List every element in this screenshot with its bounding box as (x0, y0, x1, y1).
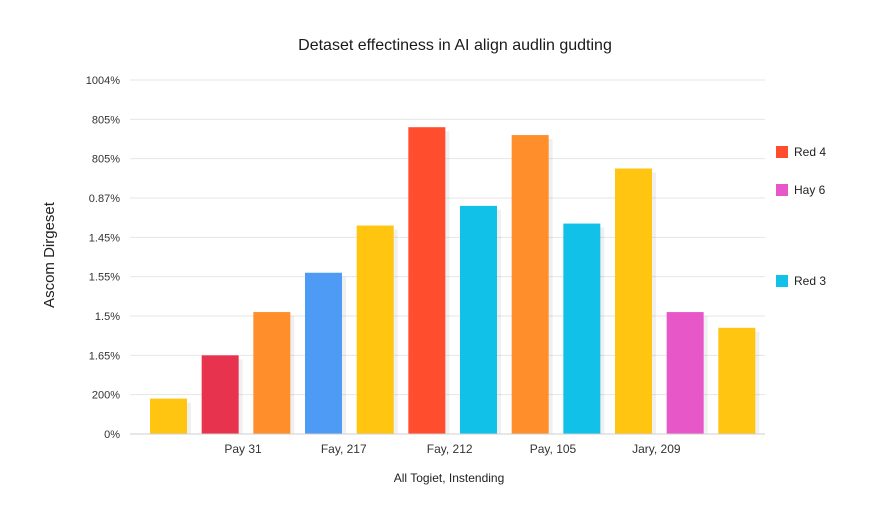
bar (718, 327, 756, 434)
legend-swatch (776, 146, 788, 158)
y-tick-label: 1.5% (95, 311, 120, 323)
x-category-label: Jary, 209 (632, 442, 681, 456)
bar (150, 398, 187, 434)
bar (666, 312, 704, 434)
y-tick-label: 0.87% (89, 193, 120, 205)
y-axis-ticks: 0% 200% 1.65% 1.5% 1.55% 1.45% 0.87% 805% 805% 10… (86, 75, 120, 441)
x-axis-title: All Togiet, Instending (394, 471, 505, 485)
bar (253, 312, 291, 434)
x-category-label: Pay 31 (224, 442, 262, 456)
x-axis-categories: Pay 31 Fay, 217 Fay, 212 Pay, 105 Jary, 209 (224, 442, 681, 456)
y-tick-label: 1.45% (89, 232, 120, 244)
y-tick-label: 1.65% (89, 350, 120, 362)
bar (408, 127, 446, 434)
bars (150, 127, 760, 435)
bar (201, 355, 239, 434)
y-tick-label: 805% (92, 154, 120, 166)
legend-swatch (776, 184, 788, 196)
y-tick-label: 200% (92, 390, 120, 402)
legend-label: Red 4 (794, 145, 826, 159)
y-tick-label: 0% (104, 429, 120, 441)
bar (356, 225, 394, 434)
y-tick-label: 1.55% (89, 272, 120, 284)
x-category-label: Fay, 217 (321, 442, 367, 456)
y-tick-label: 805% (92, 114, 120, 126)
legend-swatch (776, 275, 788, 287)
legend-label: Hay 6 (794, 183, 826, 197)
x-category-label: Fay, 212 (427, 442, 473, 456)
bar (305, 272, 342, 434)
y-axis-title: Ascom Dirgeset (41, 201, 58, 308)
bar (460, 205, 497, 434)
bar (511, 135, 549, 435)
legend: Red 4 Hay 6 Red 3 (776, 145, 826, 288)
x-category-label: Pay, 105 (530, 442, 577, 456)
bar (563, 223, 601, 434)
bar (615, 168, 652, 434)
legend-label: Red 3 (794, 274, 826, 288)
y-tick-label: 1004% (86, 75, 120, 87)
chart-title: Detaset effectiness in AI align audlin g… (298, 37, 612, 54)
